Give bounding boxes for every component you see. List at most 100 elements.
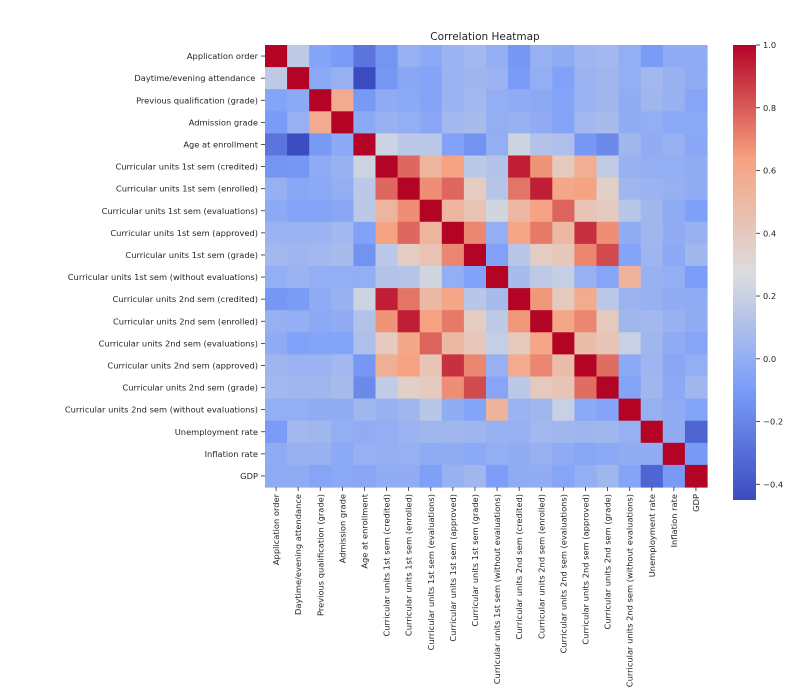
heatmap-cell xyxy=(574,310,598,333)
heatmap-cell xyxy=(618,376,642,400)
heatmap-cell xyxy=(508,243,531,267)
heatmap-cell xyxy=(596,354,620,378)
heatmap-cell xyxy=(662,420,686,444)
heatmap-cell xyxy=(375,442,399,466)
heatmap-cell xyxy=(640,111,664,134)
heatmap-cell xyxy=(397,67,421,90)
heatmap-cell xyxy=(684,442,708,466)
heatmap-cell xyxy=(662,45,686,68)
heatmap-cell xyxy=(375,376,399,400)
y-tick-label: Curricular units 1st sem (approved) xyxy=(110,228,258,238)
heatmap-cell xyxy=(397,420,421,444)
heatmap-cell xyxy=(618,89,642,112)
heatmap-cell xyxy=(530,199,553,223)
heatmap-cell xyxy=(662,155,686,179)
heatmap-cell xyxy=(530,310,553,333)
heatmap-cell xyxy=(640,442,664,466)
heatmap-cell xyxy=(552,221,575,245)
heatmap-cell xyxy=(574,45,598,68)
heatmap-cell xyxy=(574,243,598,267)
heatmap-cell xyxy=(552,199,575,223)
heatmap-cell xyxy=(375,332,399,355)
heatmap-cell xyxy=(397,376,421,400)
heatmap-cell xyxy=(640,376,664,400)
heatmap-cell xyxy=(419,442,443,466)
heatmap-cell xyxy=(596,89,620,112)
heatmap-cell xyxy=(684,89,708,112)
heatmap-cell xyxy=(463,332,487,355)
heatmap-cell xyxy=(640,67,664,90)
heatmap-cell xyxy=(684,332,708,355)
heatmap-cell xyxy=(552,133,575,157)
heatmap-cell xyxy=(309,133,332,157)
heatmap-cell xyxy=(508,155,531,179)
heatmap-cell xyxy=(419,89,443,112)
heatmap-cell xyxy=(331,199,354,223)
heatmap-cell xyxy=(419,398,443,422)
y-tick-label: Curricular units 2nd sem (enrolled) xyxy=(113,316,258,326)
heatmap-cell xyxy=(397,354,421,378)
heatmap-cell xyxy=(463,67,487,90)
heatmap-cell xyxy=(574,133,598,157)
heatmap-cell xyxy=(574,398,598,422)
heatmap-cell xyxy=(508,67,531,90)
heatmap-cell xyxy=(640,221,664,245)
heatmap-cell xyxy=(463,310,487,333)
heatmap-cell xyxy=(397,155,421,179)
x-tick-label: Previous qualification (grade) xyxy=(315,494,325,616)
heatmap-cell xyxy=(287,420,310,444)
heatmap-cell xyxy=(353,266,377,289)
heatmap-cell xyxy=(596,376,620,400)
heatmap-cell xyxy=(441,310,465,333)
heatmap-cell xyxy=(441,199,465,223)
heatmap-cell xyxy=(375,398,399,422)
heatmap-cell xyxy=(508,45,531,68)
heatmap-cell xyxy=(353,45,377,68)
heatmap-cell xyxy=(353,398,377,422)
heatmap-cell xyxy=(618,111,642,134)
heatmap-cell xyxy=(353,354,377,378)
heatmap-cell xyxy=(331,155,354,179)
heatmap-cell xyxy=(508,199,531,223)
heatmap-cell xyxy=(684,45,708,68)
heatmap-cell xyxy=(463,133,487,157)
colorbar-tick-label: 1.0 xyxy=(763,40,776,50)
heatmap-cell xyxy=(419,111,443,134)
heatmap-cell xyxy=(265,266,288,289)
x-tick-label: Admission grade xyxy=(337,494,347,563)
y-tick-label: Curricular units 2nd sem (approved) xyxy=(107,360,258,370)
heatmap-cell xyxy=(331,288,354,311)
heatmap-cell xyxy=(662,89,686,112)
heatmap-cell xyxy=(375,288,399,311)
heatmap-cell xyxy=(574,111,598,134)
y-tick-label: Admission grade xyxy=(189,117,258,127)
heatmap-cell xyxy=(397,288,421,311)
y-tick-label: Curricular units 1st sem (evaluations) xyxy=(102,206,258,216)
heatmap-cell xyxy=(375,67,399,90)
heatmap-cell xyxy=(419,376,443,400)
heatmap-cell xyxy=(375,310,399,333)
heatmap-cell xyxy=(486,310,509,333)
heatmap-cell xyxy=(552,332,575,355)
heatmap-cell xyxy=(684,243,708,267)
heatmap-cell xyxy=(287,464,310,488)
heatmap-cell xyxy=(353,376,377,400)
heatmap-cell xyxy=(574,155,598,179)
heatmap-cell xyxy=(331,354,354,378)
colorbar-tick-label: 0.4 xyxy=(763,228,776,238)
heatmap-cell xyxy=(508,464,531,488)
heatmap-cell xyxy=(530,111,553,134)
heatmap-cell xyxy=(353,111,377,134)
heatmap-cell xyxy=(684,67,708,90)
heatmap-cell xyxy=(419,288,443,311)
heatmap-cell xyxy=(287,199,310,223)
heatmap-cell xyxy=(486,420,509,444)
heatmap-cell xyxy=(486,464,509,488)
heatmap-cell xyxy=(331,332,354,355)
heatmap-cell xyxy=(265,464,288,488)
heatmap-cell xyxy=(662,442,686,466)
x-tick-label: Curricular units 2nd sem (approved) xyxy=(580,494,590,645)
heatmap-cell xyxy=(530,243,553,267)
heatmap-cell xyxy=(309,89,332,112)
heatmap-cell xyxy=(618,155,642,179)
